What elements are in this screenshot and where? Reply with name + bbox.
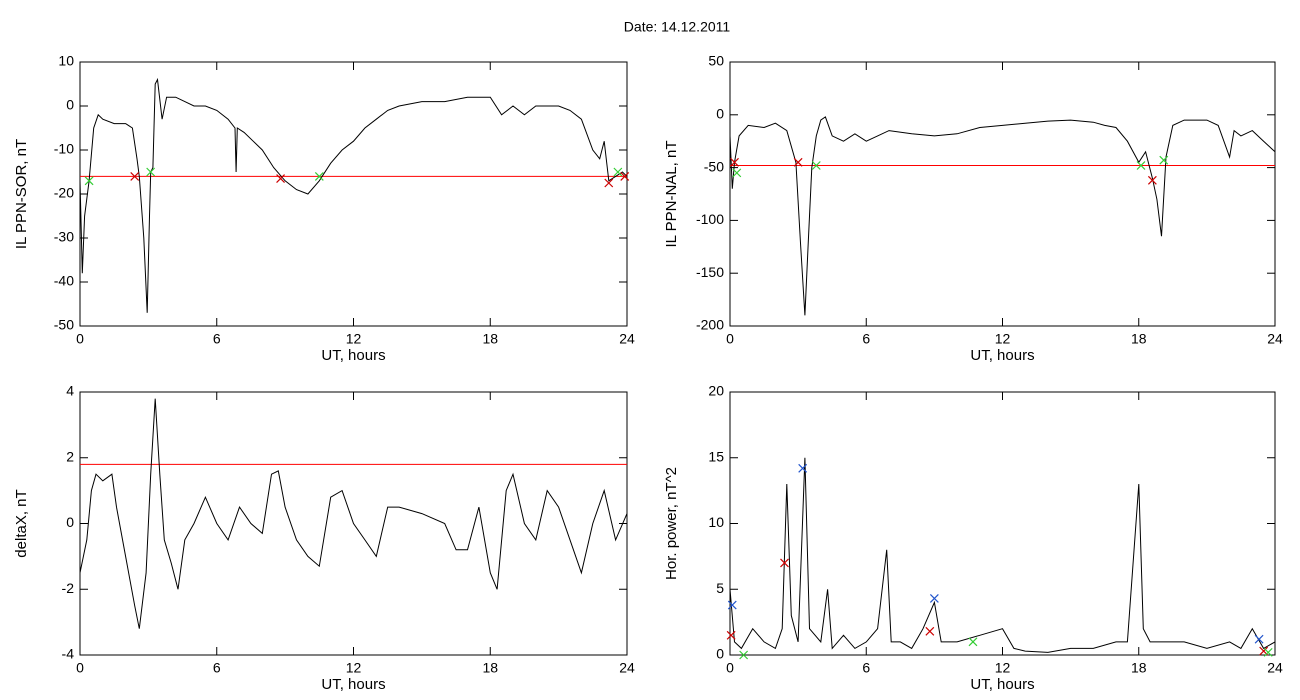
y-tick-label: 10 xyxy=(708,514,724,530)
x-tick-label: 18 xyxy=(482,331,498,347)
cross-marker xyxy=(314,171,324,181)
y-tick-label: 4 xyxy=(66,383,74,399)
y-tick-label: -20 xyxy=(54,185,74,201)
x-tick-label: 6 xyxy=(213,331,221,347)
cross-marker xyxy=(1147,175,1157,185)
cross-marker xyxy=(732,168,742,178)
cross-marker xyxy=(726,630,736,640)
x-axis-label: UT, hours xyxy=(970,347,1034,364)
y-tick-label: 0 xyxy=(66,514,74,530)
x-tick-label: 12 xyxy=(346,331,362,347)
x-tick-label: 6 xyxy=(862,660,870,676)
cross-marker xyxy=(1159,155,1169,165)
cross-marker xyxy=(620,171,630,181)
x-axis-label: UT, hours xyxy=(321,347,385,364)
x-tick-label: 12 xyxy=(346,660,362,676)
x-tick-label: 0 xyxy=(726,331,734,347)
x-axis-label: UT, hours xyxy=(321,676,385,693)
cross-marker xyxy=(925,626,935,636)
y-tick-label: 0 xyxy=(66,97,74,113)
x-axis-label: UT, hours xyxy=(970,676,1034,693)
y-tick-label: 20 xyxy=(708,383,724,399)
cross-marker xyxy=(1254,634,1264,644)
y-axis-label: IL PPN-NAL, nT xyxy=(663,141,680,248)
data-line xyxy=(79,77,628,313)
x-tick-label: 12 xyxy=(995,331,1011,347)
cross-marker xyxy=(146,167,156,177)
data-line xyxy=(729,116,1276,316)
x-tick-label: 18 xyxy=(482,660,498,676)
y-tick-label: 2 xyxy=(66,448,74,464)
y-tick-label: 15 xyxy=(708,448,724,464)
y-tick-label: 0 xyxy=(716,106,724,122)
x-tick-label: 0 xyxy=(76,331,84,347)
y-tick-label: -50 xyxy=(54,317,74,333)
y-tick-label: -30 xyxy=(54,229,74,245)
figure-title: Date: 14.12.2011 xyxy=(624,19,731,35)
y-axis-label: Hor. power, nT^2 xyxy=(663,467,680,580)
x-tick-label: 0 xyxy=(726,660,734,676)
cross-marker xyxy=(613,167,623,177)
cross-marker xyxy=(780,558,789,568)
cross-marker xyxy=(84,176,94,186)
x-tick-label: 0 xyxy=(76,660,84,676)
y-axis-label: deltaX, nT xyxy=(13,489,30,557)
y-tick-label: -10 xyxy=(54,141,74,157)
y-tick-label: 50 xyxy=(708,53,724,69)
cross-marker xyxy=(798,463,808,473)
x-tick-label: 6 xyxy=(213,660,221,676)
y-tick-label: 0 xyxy=(716,646,724,662)
cross-marker xyxy=(727,600,737,610)
y-tick-label: -200 xyxy=(696,317,724,333)
cross-marker xyxy=(604,178,614,188)
data-line xyxy=(729,457,1276,653)
y-tick-label: -150 xyxy=(696,264,724,280)
x-tick-label: 12 xyxy=(995,660,1011,676)
x-tick-label: 24 xyxy=(619,331,635,347)
x-tick-label: 18 xyxy=(1131,331,1147,347)
cross-marker xyxy=(929,594,939,603)
y-tick-label: -4 xyxy=(62,646,75,662)
cross-marker xyxy=(1263,647,1273,657)
cross-marker xyxy=(130,171,140,181)
cross-marker xyxy=(1136,161,1146,170)
x-tick-label: 18 xyxy=(1131,660,1147,676)
y-tick-label: 10 xyxy=(58,53,74,69)
x-tick-label: 24 xyxy=(619,660,635,676)
y-tick-label: -50 xyxy=(704,158,724,174)
x-tick-label: 6 xyxy=(862,331,870,347)
cross-marker xyxy=(793,157,803,167)
cross-marker xyxy=(276,174,285,184)
data-line xyxy=(79,398,628,629)
y-tick-label: 5 xyxy=(716,580,724,596)
cross-marker xyxy=(730,157,739,167)
x-tick-label: 24 xyxy=(1267,331,1283,347)
cross-marker xyxy=(739,650,749,660)
y-tick-label: -40 xyxy=(54,273,74,289)
cross-marker xyxy=(968,637,978,647)
cross-marker xyxy=(811,161,821,170)
y-tick-label: -2 xyxy=(62,580,75,596)
y-axis-label: IL PPN-SOR, nT xyxy=(13,139,30,249)
x-tick-label: 24 xyxy=(1267,660,1283,676)
y-tick-label: -100 xyxy=(696,211,724,227)
